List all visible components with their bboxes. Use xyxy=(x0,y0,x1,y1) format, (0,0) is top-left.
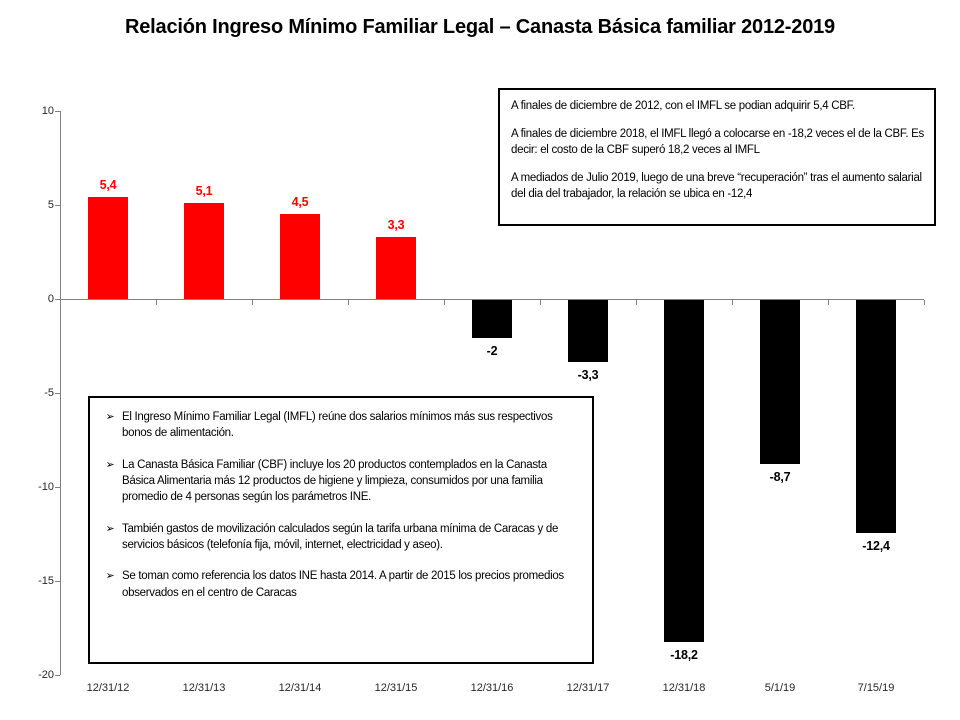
x-axis-tick xyxy=(924,300,925,305)
x-axis-category-label: 12/31/17 xyxy=(566,682,610,694)
summary-annotation-box: A finales de diciembre de 2012, con el I… xyxy=(498,88,936,226)
y-axis-label: -5 xyxy=(44,387,54,399)
y-axis-label: -10 xyxy=(38,481,54,493)
note-text: Se toman como referencia los datos INE h… xyxy=(122,570,564,599)
x-axis-tick xyxy=(732,300,733,305)
x-axis-category-label: 7/15/19 xyxy=(857,682,895,694)
methodology-notes-box: ➢ El Ingreso Mínimo Familiar Legal (IMFL)… xyxy=(88,396,594,664)
y-axis-tick xyxy=(55,205,60,206)
bar-value-label: -3,3 xyxy=(577,368,599,383)
y-axis-tick xyxy=(55,111,60,112)
arrow-bullet-icon: ➢ xyxy=(105,522,115,535)
x-axis-tick xyxy=(60,300,61,305)
x-axis-category-label: 12/31/15 xyxy=(374,682,418,694)
x-axis-tick xyxy=(828,300,829,305)
y-axis-tick xyxy=(55,487,60,488)
x-axis-tick xyxy=(540,300,541,305)
note-list-item: ➢ Se toman como referencia los datos INE … xyxy=(98,568,580,601)
bar-value-label: 5,4 xyxy=(99,178,117,193)
summary-paragraph: A finales de diciembre 2018, el IMFL lle… xyxy=(511,128,924,156)
positive-bar xyxy=(376,236,416,299)
positive-bar xyxy=(88,197,128,299)
x-axis-category-label: 12/31/13 xyxy=(182,682,226,694)
bar-value-label: -18,2 xyxy=(670,648,698,663)
bar-value-label: -8,7 xyxy=(769,469,791,484)
y-axis-label: -20 xyxy=(38,669,54,681)
summary-paragraph: A mediados de Julio 2019, luego de una b… xyxy=(511,172,922,200)
negative-bar xyxy=(760,300,800,464)
negative-bar xyxy=(856,300,896,534)
positive-bar xyxy=(280,214,320,299)
x-axis-category-label: 5/1/19 xyxy=(764,682,796,694)
x-axis-tick xyxy=(156,300,157,305)
note-text: También gastos de movilización calculado… xyxy=(122,522,559,551)
arrow-bullet-icon: ➢ xyxy=(105,570,115,583)
x-axis-category-label: 12/31/14 xyxy=(278,682,322,694)
y-axis-tick xyxy=(55,299,60,300)
x-axis-category-label: 12/31/12 xyxy=(86,682,130,694)
x-axis-category-label: 12/31/16 xyxy=(470,682,514,694)
note-list-item: ➢ El Ingreso Mínimo Familiar Legal (IMFL)… xyxy=(98,409,580,442)
note-text: El Ingreso Mínimo Familiar Legal (IMFL) … xyxy=(122,411,553,440)
summary-paragraph: A finales de diciembre de 2012, con el I… xyxy=(511,100,855,112)
bar-value-label: 3,3 xyxy=(387,217,405,232)
positive-bar xyxy=(184,203,224,299)
bar-value-label: -2 xyxy=(486,343,498,358)
x-axis-tick xyxy=(444,300,445,305)
negative-bar xyxy=(568,300,608,363)
bar-value-label: 4,5 xyxy=(291,195,309,210)
y-axis-label: 5 xyxy=(47,199,54,211)
arrow-bullet-icon: ➢ xyxy=(105,411,115,423)
note-list-item: ➢ También gastos de movilización calculad… xyxy=(98,521,580,554)
note-list-item: ➢ La Canasta Básica Familiar (CBF) incluy… xyxy=(98,457,580,506)
bar-value-label: -12,4 xyxy=(862,539,890,554)
x-axis-tick xyxy=(252,300,253,305)
y-axis-label: 0 xyxy=(47,293,54,305)
y-axis-label: 10 xyxy=(41,105,54,117)
x-axis-line xyxy=(60,299,924,300)
x-axis-tick xyxy=(348,300,349,305)
bar-value-label: 5,1 xyxy=(195,184,213,199)
y-axis-tick xyxy=(55,581,60,582)
negative-bar xyxy=(472,300,512,338)
page-title: Relación Ingreso Mínimo Familiar Legal –… xyxy=(125,16,835,38)
x-axis-tick xyxy=(636,300,637,305)
note-text: La Canasta Básica Familiar (CBF) incluye… xyxy=(122,458,547,504)
y-axis-label: -15 xyxy=(38,575,54,587)
y-axis-line xyxy=(60,111,61,675)
arrow-bullet-icon: ➢ xyxy=(105,458,115,471)
x-axis-category-label: 12/31/18 xyxy=(662,682,706,694)
y-axis-tick xyxy=(55,393,60,394)
y-axis-tick xyxy=(55,675,60,676)
negative-bar xyxy=(664,300,704,643)
